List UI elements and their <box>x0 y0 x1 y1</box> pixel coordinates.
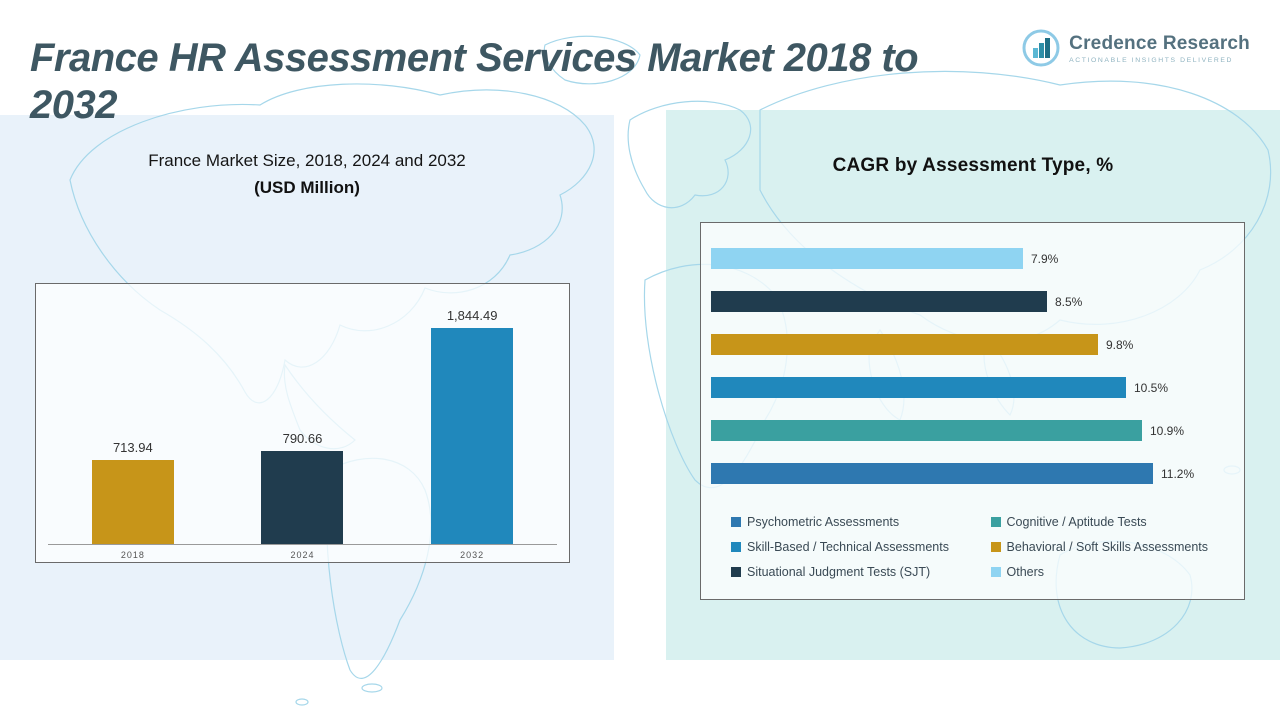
hbar-value-label: 10.5% <box>1134 380 1169 395</box>
legend-swatch <box>990 517 1001 527</box>
xaxis-label-2024: 2024 <box>290 550 315 560</box>
xaxis-label-2032: 2032 <box>460 550 485 560</box>
hbar-value-label: 11.2% <box>1161 466 1195 481</box>
legend-label: Cognitive / Aptitude Tests <box>1006 515 1147 529</box>
bar-group-2018: 713.94 <box>91 440 174 544</box>
cagr-plot: 7.9% 8.5% 9.8% 10.5% 10.9% 11.2% <box>711 237 1230 495</box>
legend-swatch <box>990 567 1001 577</box>
logo-tagline: Actionable Insights Delivered <box>1069 56 1234 64</box>
legend-item: Others <box>990 565 1232 579</box>
bar-2024 <box>261 451 344 544</box>
legend-swatch <box>731 517 741 527</box>
bar-group-2024: 790.66 <box>261 431 344 544</box>
hbar-row-Others: 7.9% <box>711 237 1230 280</box>
cagr-chart: CAGR by Assessment Type, % 7.9% 8.5% 9.8% 1… <box>666 110 1280 660</box>
market-size-xaxis: 2018 2024 2032 <box>48 550 557 560</box>
market-size-title: France Market Size, 2018, 2024 and 2032 <box>148 151 466 170</box>
legend-swatch <box>731 542 741 552</box>
legend-item: Cognitive / Aptitude Tests <box>990 515 1232 529</box>
legend-label: Skill-Based / Technical Assessments <box>747 540 949 554</box>
cagr-legend: Psychometric Assessments Cognitive / Apti… <box>731 515 1232 579</box>
legend-label: Behavioral / Soft Skills Assessments <box>1006 540 1209 554</box>
hbar-value-label: 8.5% <box>1055 294 1083 309</box>
bar-value-label: 713.94 <box>112 440 153 455</box>
legend-swatch <box>990 542 1001 552</box>
market-size-plot-frame: 713.94 790.66 1,844.49 2018 2024 2032 <box>35 283 570 563</box>
market-size-plot: 713.94 790.66 1,844.49 <box>48 308 557 545</box>
market-size-subtitle: (USD Million) <box>254 178 360 197</box>
legend-item: Behavioral / Soft Skills Assessments <box>990 540 1232 554</box>
cagr-plot-frame: 7.9% 8.5% 9.8% 10.5% 10.9% 11.2% Psychometric… <box>700 222 1245 600</box>
hbar-row-Skill-Based / Technical Assessments: 10.5% <box>711 366 1230 409</box>
bar-value-label: 1,844.49 <box>446 308 498 323</box>
legend-swatch <box>731 567 741 577</box>
bar-group-2032: 1,844.49 <box>431 308 514 544</box>
hbar-row-Situational Judgment Tests (SJT): 8.5% <box>711 280 1230 323</box>
hbar-Cognitive / Aptitude Tests <box>711 420 1142 441</box>
hbar-row-Behavioral / Soft Skills Assessments: 9.8% <box>711 323 1230 366</box>
hbar-row-Cognitive / Aptitude Tests: 10.9% <box>711 409 1230 452</box>
market-size-chart: France Market Size, 2018, 2024 and 2032 … <box>0 115 614 660</box>
hbar-Situational Judgment Tests (SJT) <box>711 291 1047 312</box>
page-title: France HR Assessment Services Market 201… <box>30 35 919 127</box>
legend-item: Psychometric Assessments <box>731 515 985 529</box>
hbar-row-Psychometric Assessments: 11.2% <box>711 452 1230 495</box>
bar-2018 <box>91 460 174 544</box>
bar-chart-circle-icon <box>1022 29 1060 67</box>
hbar-value-label: 9.8% <box>1106 337 1134 352</box>
bar-value-label: 790.66 <box>282 431 323 446</box>
hbar-Others <box>711 248 1023 269</box>
hbar-value-label: 10.9% <box>1150 423 1185 438</box>
legend-item: Skill-Based / Technical Assessments <box>731 540 985 554</box>
credence-research-logo: Credence Research Actionable Insights De… <box>1021 28 1250 68</box>
xaxis-label-2018: 2018 <box>120 550 145 560</box>
legend-item: Situational Judgment Tests (SJT) <box>731 565 985 579</box>
bar-2032 <box>431 328 514 544</box>
logo-name: Credence Research <box>1069 32 1250 54</box>
hbar-Skill-Based / Technical Assessments <box>711 377 1126 398</box>
cagr-title: CAGR by Assessment Type, % <box>832 155 1114 176</box>
legend-label: Others <box>1006 565 1045 579</box>
hbar-Behavioral / Soft Skills Assessments <box>711 334 1098 355</box>
hbar-Psychometric Assessments <box>711 463 1153 484</box>
legend-label: Situational Judgment Tests (SJT) <box>747 565 931 579</box>
legend-label: Psychometric Assessments <box>747 515 900 529</box>
logo-text: Credence Research Actionable Insights De… <box>1069 33 1250 64</box>
hbar-value-label: 7.9% <box>1031 251 1059 266</box>
